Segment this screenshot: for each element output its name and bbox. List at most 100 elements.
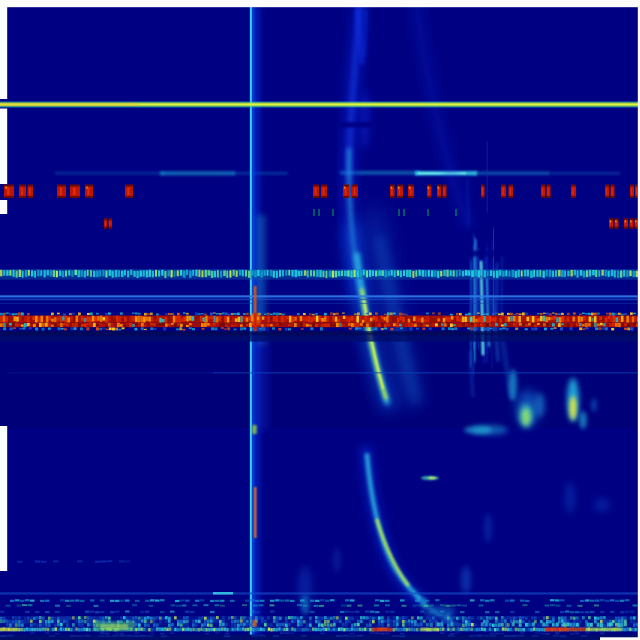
- red-band-speckle: [393, 323, 396, 327]
- noise-speckle: [310, 610, 315, 614]
- red-band-speckle: [43, 316, 46, 320]
- picket-tick: [251, 270, 254, 276]
- noise-speckle: [16, 604, 22, 607]
- red-band-speckle: [24, 316, 27, 322]
- red-band-speckle: [177, 312, 180, 316]
- noise-speckle: [231, 620, 234, 624]
- red-band-speckle: [140, 327, 144, 331]
- red-band-speckle: [615, 322, 618, 327]
- red-band-speckle: [121, 318, 124, 323]
- noise-speckle: [140, 627, 143, 631]
- burst-dash-inner: [409, 187, 412, 195]
- noise-speckle: [525, 622, 529, 627]
- noise-speckle: [600, 616, 603, 620]
- red-band-speckle: [603, 323, 606, 327]
- noise-speckle: [45, 620, 48, 624]
- picket-tick: [43, 270, 46, 278]
- red-band-speckle: [105, 324, 108, 327]
- noise-speckle: [240, 619, 243, 623]
- red-band-speckle: [441, 327, 445, 331]
- red-band-speckle: [226, 316, 230, 323]
- picket-tick: [108, 269, 112, 276]
- noise-speckle: [606, 619, 609, 623]
- noise-speckle: [488, 627, 492, 631]
- noise-speckle: [468, 620, 471, 624]
- picket-tick: [446, 269, 449, 277]
- red-band-speckle: [342, 323, 345, 328]
- red-band-speckle: [147, 323, 150, 326]
- red-band-speckle: [513, 313, 516, 316]
- noise-speckle: [630, 610, 635, 613]
- picket-tick: [62, 270, 65, 278]
- noise-speckle: [214, 604, 220, 607]
- noise-speckle: [120, 632, 125, 635]
- echo-blob: [565, 482, 575, 514]
- red-band-speckle: [15, 313, 18, 315]
- noise-speckle: [395, 627, 398, 631]
- picket-tick: [244, 270, 248, 277]
- picket-tick: [55, 270, 58, 278]
- noise-speckle: [236, 627, 239, 631]
- noise-speckle: [85, 610, 90, 613]
- noise-speckle: [381, 616, 384, 620]
- red-band-base: [0, 322, 638, 328]
- picket-tick: [71, 270, 74, 277]
- red-band-speckle: [504, 315, 508, 323]
- noise-speckle: [65, 599, 70, 602]
- horizontal-line: [0, 103, 640, 106]
- picket-tick: [353, 269, 356, 278]
- noise-speckle: [336, 619, 339, 623]
- noise-speckle: [540, 620, 543, 624]
- noise-speckle: [273, 619, 276, 623]
- picket-tick: [440, 270, 443, 277]
- noise-speckle: [280, 627, 284, 632]
- noise-speckle: [552, 623, 555, 627]
- picket-tick: [3, 270, 6, 276]
- echo-blob: [333, 548, 341, 572]
- picket-tick: [46, 270, 49, 276]
- noise-speckle: [350, 599, 355, 602]
- red-band-speckle: [448, 327, 451, 330]
- noise-speckle: [309, 623, 312, 627]
- noise-speckle: [165, 616, 168, 620]
- noise-speckle: [624, 616, 627, 620]
- noise-speckle: [504, 627, 507, 631]
- red-band-speckle: [176, 328, 179, 331]
- noise-speckle: [132, 604, 137, 607]
- noise-speckle: [327, 623, 330, 627]
- burst-dash-fleck: [624, 220, 627, 223]
- noise-speckle: [462, 604, 467, 607]
- noise-speckle: [336, 616, 339, 620]
- noise-speckle: [474, 623, 477, 627]
- noise-speckle: [549, 620, 552, 624]
- noise-speckle: [223, 627, 226, 631]
- noise-speckle: [55, 632, 60, 635]
- burst-dash-fleck: [609, 220, 612, 223]
- red-band-speckle: [333, 324, 336, 327]
- red-band-speckle: [330, 312, 333, 315]
- noise-speckle: [631, 627, 635, 632]
- red-band-speckle: [45, 315, 49, 323]
- noise-speckle: [283, 627, 286, 632]
- noise-speckle: [189, 627, 193, 632]
- noise-speckle: [141, 619, 144, 623]
- burst-dash-inner: [353, 187, 356, 195]
- noise-speckle: [174, 627, 177, 632]
- red-band-speckle: [375, 312, 378, 315]
- red-band-speckle: [33, 323, 36, 328]
- noise-speckle: [456, 604, 462, 607]
- red-band-speckle: [159, 317, 162, 323]
- picket-tick: [37, 269, 40, 277]
- noise-speckle: [510, 616, 513, 620]
- red-band-speckle: [464, 316, 467, 323]
- picket-tick: [551, 270, 555, 278]
- red-band-speckle: [561, 323, 564, 326]
- noise-speckle: [15, 619, 18, 624]
- noise-speckle: [327, 619, 330, 624]
- noise-speckle: [315, 616, 318, 620]
- noise-speckle: [21, 623, 24, 627]
- noise-speckle: [17, 560, 23, 563]
- noise-speckle: [527, 627, 531, 631]
- red-band-speckle: [64, 328, 67, 331]
- noise-speckle: [630, 616, 633, 620]
